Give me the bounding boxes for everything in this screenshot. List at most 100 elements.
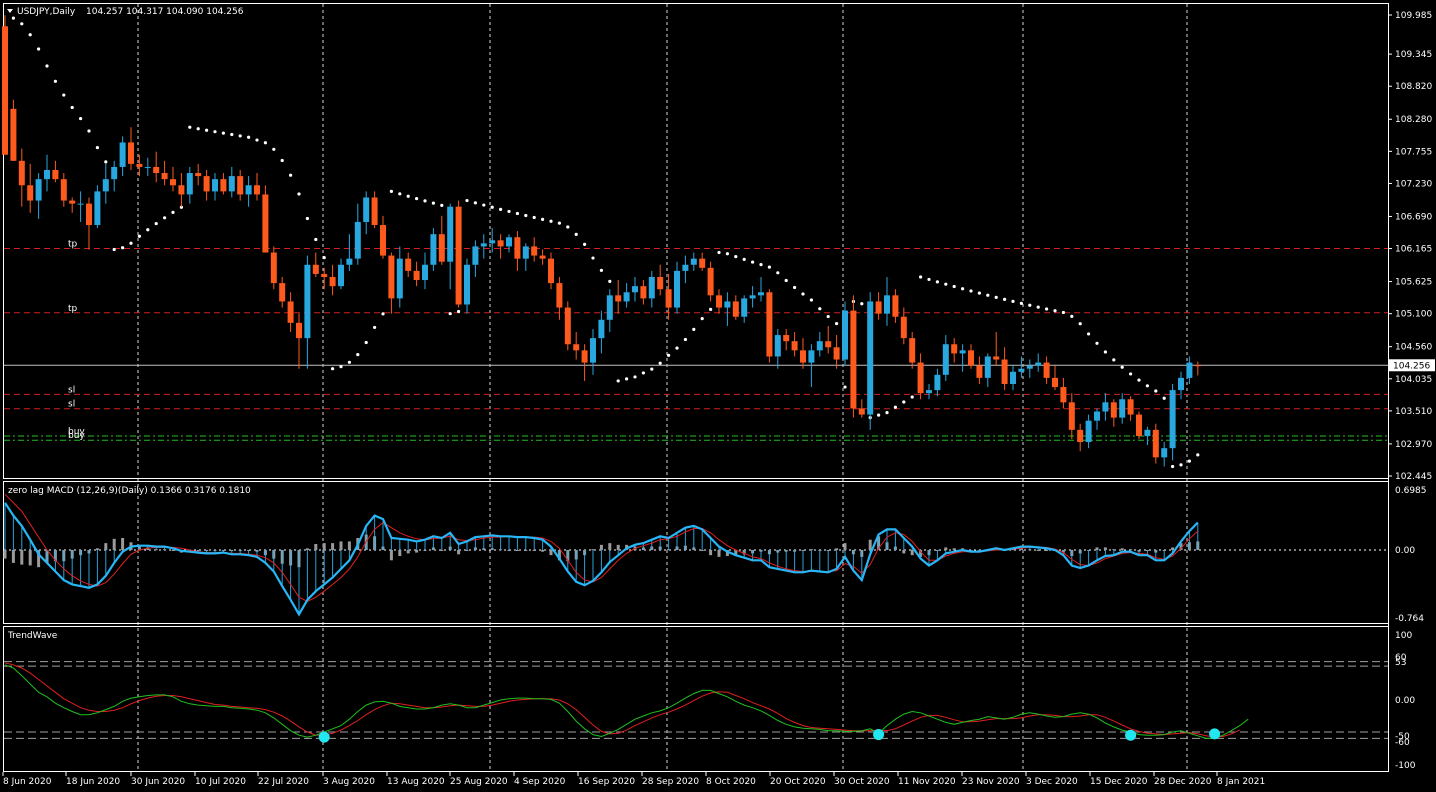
time-tick-label: 13 Aug 2020 xyxy=(387,777,445,787)
macd-histogram-bar xyxy=(398,550,402,557)
candle xyxy=(220,173,227,195)
sar-dot xyxy=(1061,310,1065,315)
candle xyxy=(590,328,596,375)
candle xyxy=(186,166,193,204)
macd-histogram-bar xyxy=(1120,548,1124,550)
candle xyxy=(128,127,134,170)
candle-body xyxy=(581,350,588,363)
macd-histogram-bar xyxy=(902,550,906,554)
macd-histogram-bar xyxy=(1103,547,1107,550)
candle-body xyxy=(640,286,647,299)
sar-dot xyxy=(793,285,797,290)
candle-body xyxy=(1094,411,1100,421)
sar-dot xyxy=(700,317,704,321)
candle-body xyxy=(514,237,521,259)
candle-body xyxy=(909,338,916,363)
candle xyxy=(825,325,832,354)
candle-body xyxy=(354,221,361,259)
candle-body xyxy=(548,258,554,284)
sar-dot xyxy=(658,361,662,365)
candle xyxy=(522,243,529,271)
candle-body xyxy=(396,258,403,299)
candle xyxy=(430,228,437,271)
candle-body xyxy=(52,169,59,180)
candle-body xyxy=(774,335,781,357)
price-tick-label: 102.445 xyxy=(1395,472,1432,482)
sar-dot xyxy=(280,158,284,163)
sar-dot xyxy=(1078,322,1082,326)
sar-dot xyxy=(499,207,503,211)
candle xyxy=(573,332,580,360)
sar-dot xyxy=(557,221,562,225)
sar-dot xyxy=(1196,453,1200,457)
candle xyxy=(136,154,143,177)
candle-body xyxy=(44,169,50,180)
time-tick-label: 20 Oct 2020 xyxy=(770,777,826,787)
candle-body xyxy=(682,264,689,271)
macd-histogram-bar xyxy=(1036,550,1040,551)
sar-dot xyxy=(977,291,982,295)
symbol-dropdown-icon[interactable] xyxy=(7,9,13,13)
candle-body xyxy=(128,142,134,164)
macd-main-line xyxy=(4,502,1199,617)
sar-dot xyxy=(1120,365,1124,369)
sar-dot xyxy=(87,129,91,133)
macd-histogram-bar xyxy=(440,550,444,551)
candle-body xyxy=(178,185,185,195)
sar-dot xyxy=(364,340,368,345)
symbol-label: USDJPY,Daily xyxy=(17,7,76,17)
candle xyxy=(380,215,386,259)
candle-body xyxy=(422,264,428,281)
sar-dot xyxy=(1179,463,1183,467)
trendwave-title: TrendWave xyxy=(7,631,58,641)
candle-body xyxy=(1186,362,1193,378)
candle-body xyxy=(1035,362,1042,366)
candle xyxy=(682,255,689,284)
macd-histogram-bar xyxy=(415,550,419,553)
candle xyxy=(363,191,370,235)
candle-body xyxy=(447,206,454,262)
sar-dot xyxy=(1112,358,1116,362)
macd-histogram-bar xyxy=(532,550,536,551)
candle-body xyxy=(430,234,437,265)
candle-body xyxy=(10,108,17,161)
sar-dot xyxy=(272,147,276,151)
candle xyxy=(858,399,865,418)
sar-dot xyxy=(633,375,637,379)
candle xyxy=(749,286,756,308)
candle-body xyxy=(993,356,1000,360)
sar-dot xyxy=(205,128,209,132)
candle-body xyxy=(329,276,336,287)
price-tick-label: 104.035 xyxy=(1395,375,1432,385)
candle xyxy=(170,166,176,192)
candle xyxy=(875,292,882,320)
candle xyxy=(506,234,512,253)
sar-dot xyxy=(935,280,940,284)
candle-body xyxy=(590,338,596,363)
candle-body xyxy=(1178,377,1184,391)
sar-dot xyxy=(53,79,58,83)
macd-histogram-bar xyxy=(423,550,427,551)
candle xyxy=(1085,414,1092,449)
sar-dot xyxy=(919,275,923,279)
time-tick-label: 28 Sep 2020 xyxy=(642,777,699,787)
sar-dot xyxy=(213,130,217,134)
candle-body xyxy=(279,283,286,302)
candle-body xyxy=(984,356,991,378)
candle xyxy=(1001,347,1008,391)
sar-dot xyxy=(104,160,108,164)
candle-body xyxy=(119,142,126,167)
candle-body xyxy=(455,206,462,305)
candle-body xyxy=(1119,399,1126,418)
candle xyxy=(1186,356,1193,384)
candle-body xyxy=(707,267,714,296)
candle-body xyxy=(438,234,445,262)
macd-histogram-bar xyxy=(843,543,847,550)
sar-dot xyxy=(608,279,612,283)
candle-body xyxy=(35,179,42,201)
sar-dot xyxy=(473,201,477,205)
candle-body xyxy=(102,179,109,192)
sar-dot xyxy=(893,405,898,409)
candle xyxy=(497,234,504,259)
